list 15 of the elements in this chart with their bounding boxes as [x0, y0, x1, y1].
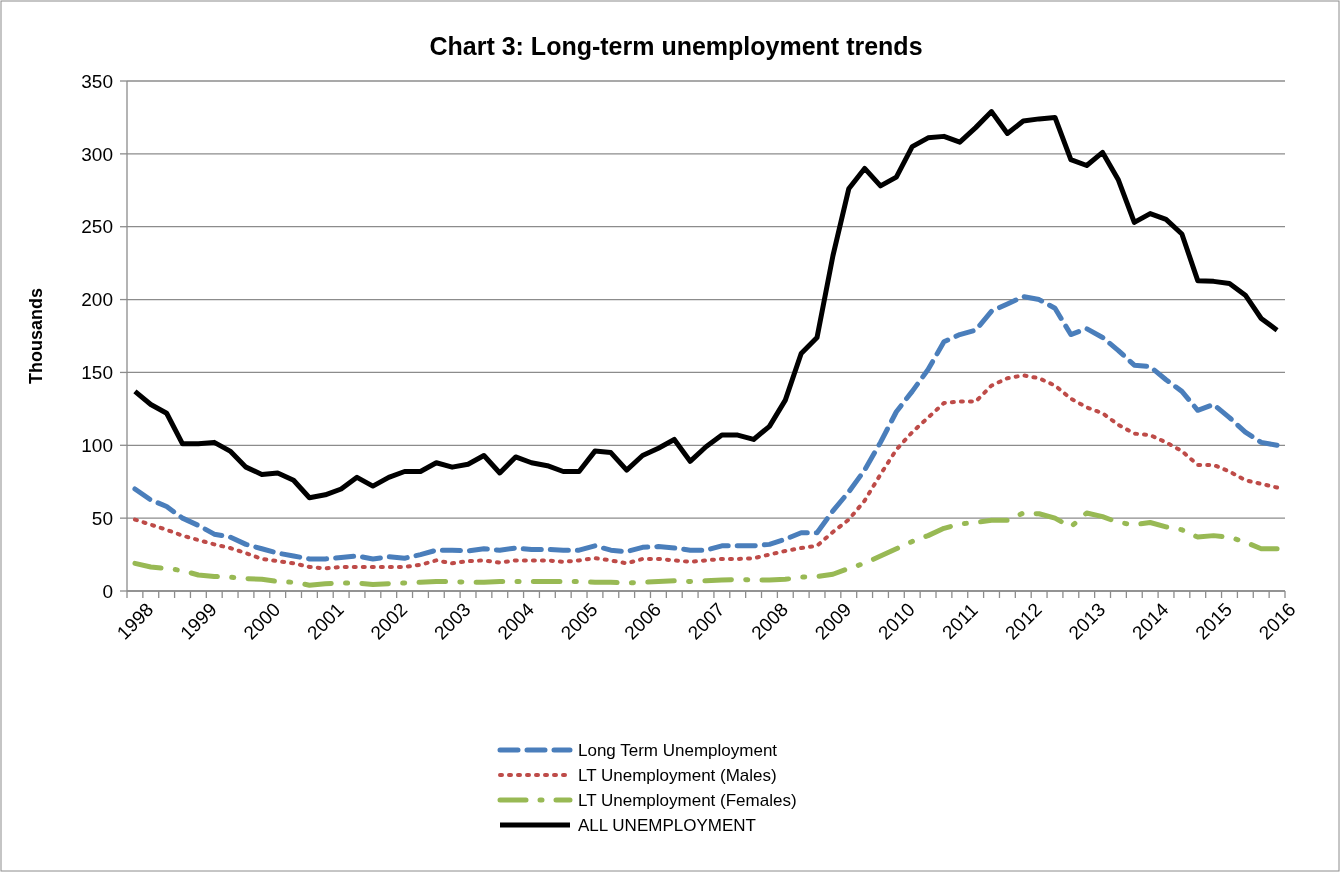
y-tick-label: 300 [81, 143, 113, 165]
y-tick-label: 350 [81, 70, 113, 92]
legend-label: LT Unemployment (Females) [578, 790, 797, 810]
legend-label: Long Term Unemployment [578, 740, 778, 760]
line-series [132, 373, 1280, 571]
y-tick-label: 50 [91, 507, 113, 529]
legend-label: ALL UNEMPLOYMENT [578, 815, 756, 835]
y-tick-label: 100 [81, 434, 113, 456]
y-tick-label: 250 [81, 216, 113, 238]
y-tick-label: 150 [81, 362, 113, 384]
y-axis-title: Thousands [26, 287, 46, 385]
chart-title: Chart 3: Long-term unemployment trends [429, 32, 923, 60]
y-tick-label: 0 [102, 580, 113, 602]
legend-label: LT Unemployment (Males) [578, 765, 777, 785]
y-tick-label: 200 [81, 289, 113, 311]
